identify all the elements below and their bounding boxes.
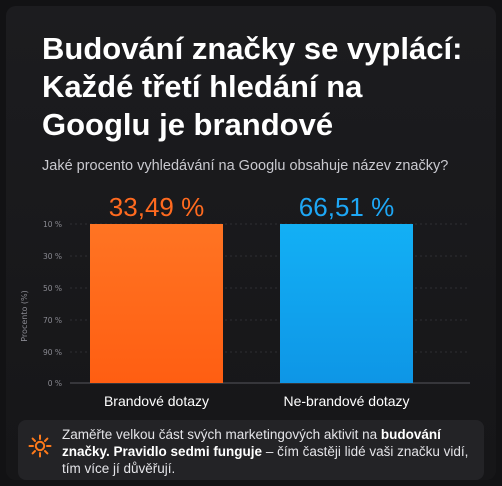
chart-subtitle: Jaké procento vyhledávání na Googlu obsa… (42, 158, 449, 174)
y-tick-label: 90 % (43, 348, 62, 357)
title-line-1: Budování značky se vyplácí: (42, 31, 463, 66)
y-tick-label: 10 % (43, 220, 62, 229)
y-tick-label: 50 % (43, 284, 62, 293)
title-line-3: Googlu je brandové (42, 107, 334, 142)
value-label: 33,49 % (109, 192, 204, 222)
tip-text-bold: budování značky. Pravidlo sedmi funguje (62, 427, 441, 459)
tip-text-part-2: – čím častěji lidé vaši značku vidí, tím… (62, 444, 469, 476)
y-tick-label: 70 % (43, 316, 62, 325)
y-tick-label: 30 % (43, 252, 62, 261)
page-title: Budování značky se vyplácí: Každé třetí … (42, 30, 482, 144)
tip-text-part-1: Zaměřte velkou část svých marketingových… (62, 427, 381, 442)
value-label: 66,51 % (299, 192, 394, 222)
bar (90, 224, 223, 383)
category-label: Brandové dotazy (104, 393, 209, 409)
y-tick-labels: 10 % 30 % 50 % 70 % 90 % 0 % (43, 220, 62, 388)
chart-card: Budování značky se vyplácí: Každé třetí … (6, 6, 496, 480)
value-labels: 33,49 % 66,51 % (109, 192, 394, 222)
sun-burst-icon (28, 434, 52, 458)
y-axis-label: Procento (%) (20, 290, 29, 342)
tip-text: Zaměřte velkou část svých marketingových… (62, 426, 474, 477)
title-line-2: Každé třetí hledání na (42, 69, 363, 104)
bars (90, 224, 413, 383)
category-labels: Brandové dotazy Ne-brandové dotazy (104, 393, 410, 409)
y-tick-label: 0 % (48, 379, 62, 388)
category-label: Ne-brandové dotazy (283, 393, 409, 409)
bar (280, 224, 413, 383)
tip-box: Zaměřte velkou část svých marketingových… (18, 420, 484, 480)
